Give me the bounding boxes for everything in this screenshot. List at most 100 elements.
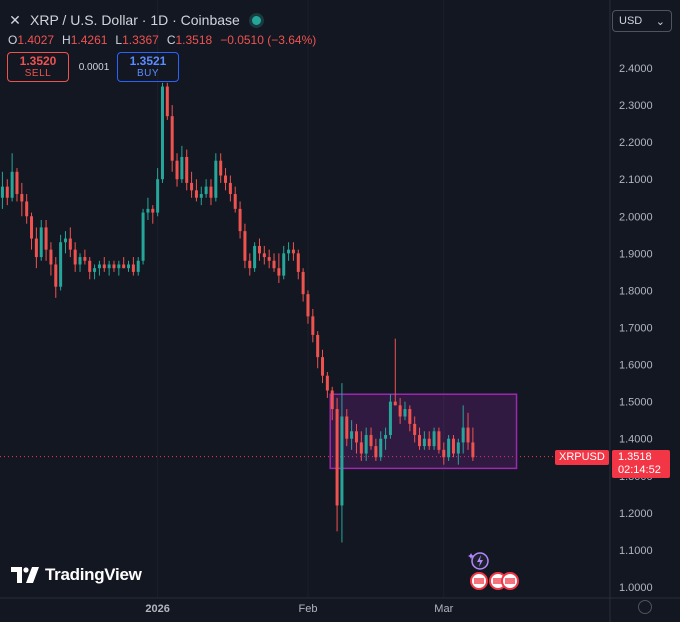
candle-body [427, 438, 431, 447]
candle [267, 249, 271, 269]
ohlc-legend: O1.4027 H1.4261 L1.3367 C1.3518 −0.0510 … [8, 33, 316, 47]
candle-body [388, 401, 392, 436]
y-tick-label: 2.4000 [619, 63, 653, 75]
candle-body [316, 334, 320, 358]
candle-body [442, 449, 446, 458]
candle-body [131, 264, 135, 272]
change-value: −0.0510 (−3.64%) [220, 33, 317, 47]
candle [185, 149, 189, 191]
currency-select[interactable]: USD ⌄ [612, 10, 672, 32]
candle-body [262, 253, 266, 258]
open-value: 1.4027 [17, 33, 55, 47]
candle-body [107, 264, 111, 269]
candle-body [151, 208, 155, 213]
candle-body [456, 442, 460, 454]
candle-body [59, 242, 63, 287]
candle [345, 409, 349, 447]
buy-button[interactable]: 1.3521 BUY [117, 52, 179, 82]
candle [228, 175, 232, 202]
candle [15, 168, 19, 202]
candle-body [30, 216, 34, 239]
candle [427, 431, 431, 450]
scroll-to-realtime-button[interactable] [638, 600, 652, 614]
candle [413, 416, 417, 443]
candle [398, 397, 402, 424]
candle [403, 401, 407, 421]
candle-body [437, 431, 441, 450]
candle-body [248, 260, 252, 269]
candle-body [330, 390, 334, 410]
candle [49, 242, 53, 276]
sell-button[interactable]: 1.3520 SELL [7, 52, 69, 82]
y-tick-label: 1.2000 [619, 508, 653, 520]
candle-body [190, 182, 194, 191]
candle [59, 234, 63, 291]
x-tick-label: Feb [298, 603, 317, 615]
candle [340, 383, 344, 543]
candle-body [180, 156, 184, 180]
candle-body [34, 238, 38, 258]
candle-body [267, 257, 271, 261]
candle [190, 171, 194, 198]
candle [330, 386, 334, 421]
low-value: 1.3367 [122, 33, 159, 47]
x-tick-label: Mar [434, 603, 453, 615]
candle-body [277, 268, 281, 276]
candle [350, 420, 354, 450]
bar-countdown: 02:14:52 [618, 463, 661, 476]
candle [63, 231, 67, 254]
candle [316, 331, 320, 369]
candle-body [73, 249, 77, 265]
candle-body [384, 435, 388, 439]
candle-body [345, 416, 349, 439]
candle [257, 238, 261, 261]
y-tick-label: 1.0000 [619, 582, 653, 594]
candle [262, 245, 266, 265]
candle [102, 257, 106, 272]
candle-body [228, 182, 232, 195]
close-icon[interactable]: ✕ [9, 11, 21, 28]
candle-body [272, 260, 276, 269]
y-tick-label: 1.8000 [619, 285, 653, 297]
candle [335, 397, 339, 532]
candle [461, 405, 465, 454]
candle [112, 260, 116, 272]
candle [25, 194, 29, 224]
economic-event-icon-3[interactable] [501, 572, 519, 590]
candle [374, 438, 378, 461]
candle [88, 257, 92, 280]
candle-body [350, 431, 354, 439]
symbol-price-tag: XRPUSD [555, 449, 609, 465]
candle-body [354, 431, 358, 443]
candle-body [219, 160, 223, 176]
candle [248, 253, 252, 276]
candle-body [369, 435, 373, 447]
candle-body [335, 409, 339, 506]
candle-body [243, 231, 247, 261]
candle-body [122, 264, 126, 269]
candle [194, 179, 198, 202]
candle-body [287, 249, 291, 254]
candle [359, 431, 363, 461]
candle-body [68, 238, 72, 250]
tradingview-logo-icon [11, 567, 39, 583]
candle-body [5, 186, 9, 198]
symbol-title[interactable]: XRP / U.S. Dollar · 1D · Coinbase [30, 12, 240, 28]
candle [136, 257, 140, 276]
candle [122, 257, 126, 269]
economic-event-icon[interactable] [470, 572, 488, 590]
candle [219, 153, 223, 183]
buy-price: 1.3521 [129, 53, 167, 68]
candle-body [374, 446, 378, 458]
candle [369, 427, 373, 450]
news-event-icon[interactable] [468, 552, 489, 570]
candle [39, 219, 43, 261]
candle-body [403, 409, 407, 417]
last-price-tag: 1.3518 02:14:52 [612, 449, 670, 478]
candle [432, 427, 436, 450]
candle-body [25, 201, 29, 217]
candle [418, 427, 422, 450]
candle [68, 227, 72, 258]
events-markers[interactable] [468, 549, 524, 591]
